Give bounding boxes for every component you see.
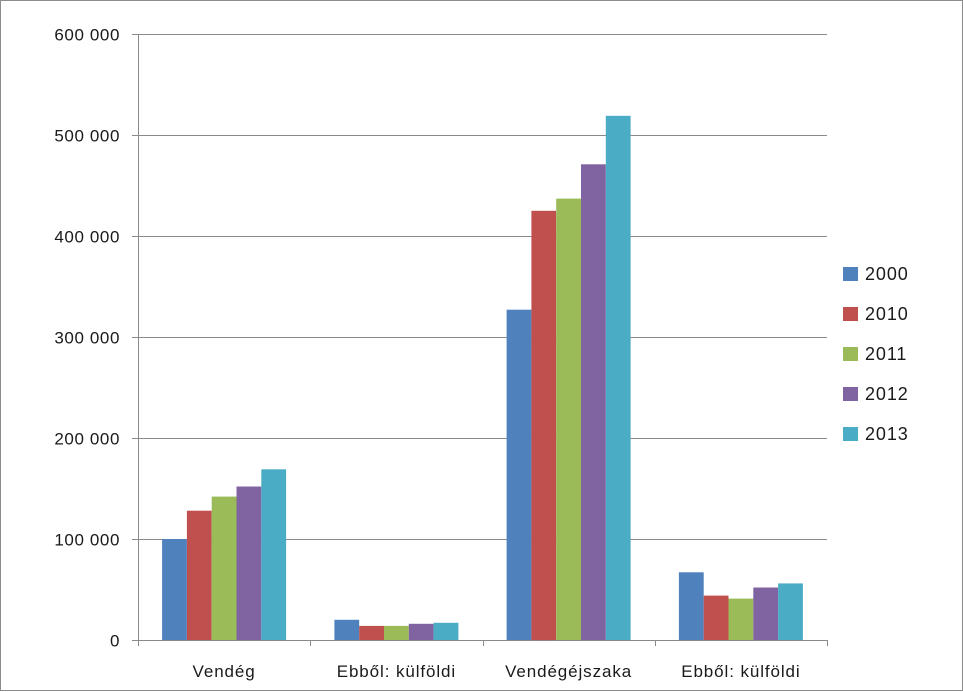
bar-2011 bbox=[211, 496, 237, 640]
bar-2012 bbox=[753, 587, 779, 640]
legend-swatch bbox=[843, 427, 858, 441]
legend-label: 2011 bbox=[865, 344, 907, 364]
y-tick-label: 200 000 bbox=[54, 430, 120, 449]
bar-2010 bbox=[531, 210, 557, 641]
legend-swatch bbox=[843, 307, 858, 321]
bar-2012 bbox=[236, 486, 262, 640]
category-label: Vendégéjszaka bbox=[505, 662, 632, 681]
bars bbox=[162, 115, 803, 641]
bar-2010 bbox=[186, 510, 212, 640]
bar-2011 bbox=[728, 598, 754, 640]
legend-label: 2013 bbox=[865, 424, 909, 444]
bar-2012 bbox=[408, 623, 434, 640]
bar-2013 bbox=[778, 583, 803, 640]
bar-2013 bbox=[433, 622, 459, 640]
legend-swatch bbox=[843, 387, 858, 401]
category-labels: Vendég Ebből: külföldi Vendégéjszaka Ebből:… bbox=[193, 662, 800, 681]
y-tick-label: 300 000 bbox=[54, 329, 120, 348]
legend: 2000 2010 2011 2012 2013 bbox=[843, 264, 909, 444]
legend-label: 2010 bbox=[865, 304, 909, 324]
bar-2013 bbox=[261, 469, 287, 640]
bar-2000 bbox=[334, 619, 360, 640]
y-tick-label: 0 bbox=[110, 632, 120, 651]
bar-2011 bbox=[384, 625, 409, 640]
y-tick-label: 500 000 bbox=[54, 127, 120, 146]
bar-2000 bbox=[506, 309, 532, 640]
bar-2013 bbox=[605, 115, 631, 641]
legend-label: 2012 bbox=[865, 384, 909, 404]
bar-2011 bbox=[556, 198, 581, 640]
category-label: Vendég bbox=[193, 662, 256, 681]
category-label: Ebből: külföldi bbox=[337, 662, 456, 681]
axes bbox=[132, 34, 828, 646]
y-tick-label: 600 000 bbox=[54, 26, 120, 45]
legend-label: 2000 bbox=[865, 264, 909, 284]
bar-2010 bbox=[359, 625, 384, 640]
category-label: Ebből: külföldi bbox=[681, 662, 800, 681]
bar-2000 bbox=[678, 572, 704, 640]
y-tick-label: 100 000 bbox=[54, 531, 120, 550]
legend-swatch bbox=[843, 347, 858, 361]
legend-swatch bbox=[843, 267, 858, 281]
bar-2000 bbox=[162, 539, 187, 640]
y-tick-label: 400 000 bbox=[54, 228, 120, 247]
gridlines bbox=[138, 34, 827, 540]
bar-2012 bbox=[581, 164, 606, 641]
bar-2010 bbox=[703, 595, 729, 640]
y-tick-labels: 0 100 000 200 000 300 000 400 000 500 000 600 … bbox=[54, 26, 120, 651]
